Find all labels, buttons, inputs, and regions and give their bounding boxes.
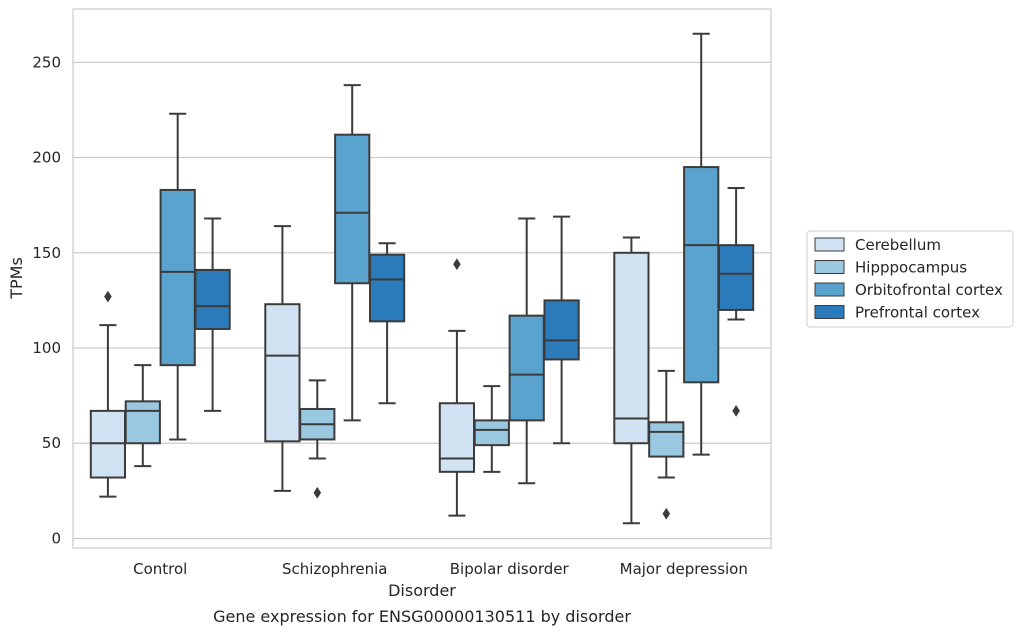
iqr-box [194, 268, 231, 330]
iqr-box [473, 419, 510, 447]
x-tick-label: Bipolar disorder [450, 560, 570, 578]
legend-swatch-hipppocampus [814, 260, 845, 274]
box-prefrontal-cortex [543, 215, 580, 445]
iqr-box [683, 166, 720, 384]
box-prefrontal-cortex [717, 187, 755, 417]
outlier-point [313, 486, 322, 499]
iqr-box [124, 400, 161, 445]
box-hipppocampus [299, 379, 336, 499]
iqr-box [508, 314, 545, 422]
box-prefrontal-cortex [194, 217, 231, 412]
box-cerebellum [613, 236, 650, 525]
legend: Cerebellum Hipppocampus Orbitofrontal cort… [806, 230, 1014, 328]
box-hipppocampus [473, 385, 510, 473]
box-orbitofrontal-cortex [334, 84, 371, 422]
x-tick-label: Major depression [620, 560, 748, 578]
outlier-point [732, 404, 740, 417]
legend-swatch-prefrontal-cortex [814, 305, 845, 319]
y-tick-label: 0 [51, 529, 61, 547]
box-cerebellum [264, 225, 301, 492]
box-cerebellum [89, 290, 127, 498]
box-orbitofrontal-cortex [159, 112, 196, 441]
x-axis-label: Disorder [388, 581, 456, 600]
box-prefrontal-cortex [368, 242, 406, 405]
legend-swatch-cerebellum [814, 237, 845, 252]
legend-swatch-orbitofrontal-cortex [814, 282, 845, 297]
legend-label-hipppocampus: Hipppocampus [855, 259, 967, 277]
outlier-point [662, 507, 671, 520]
iqr-box [613, 251, 650, 445]
outlier-point [453, 258, 461, 271]
iqr-box [334, 133, 371, 285]
box-cerebellum [438, 258, 476, 517]
outlier-point [104, 290, 112, 303]
legend-frame [806, 230, 1014, 328]
legend-label-prefrontal-cortex: Prefrontal cortex [855, 304, 980, 322]
y-tick-label: 50 [42, 434, 61, 452]
iqr-box [543, 299, 580, 361]
y-tick-label: 150 [32, 244, 61, 262]
iqr-box [438, 402, 476, 473]
iqr-box [159, 188, 196, 367]
x-tick-labels: Control Schizophrenia Bipolar disorder Majo… [133, 560, 748, 578]
plot-frame [72, 8, 772, 549]
iqr-box [717, 244, 755, 311]
y-tick-label: 100 [32, 339, 61, 357]
iqr-box [264, 303, 301, 443]
legend-label-cerebellum: Cerebellum [855, 236, 941, 254]
y-tick-labels: 0 50 100 150 200 250 [32, 53, 61, 547]
x-tick-label: Schizophrenia [282, 560, 387, 578]
box-orbitofrontal-cortex [508, 217, 545, 485]
box-orbitofrontal-cortex [683, 32, 720, 456]
y-tick-label: 200 [32, 149, 61, 167]
y-axis-label: TPMs [7, 257, 26, 300]
chart-caption: Gene expression for ENSG00000130511 by d… [213, 607, 631, 626]
box-hipppocampus [648, 369, 685, 520]
iqr-box [368, 253, 406, 323]
legend-label-orbitofrontal-cortex: Orbitofrontal cortex [855, 281, 1003, 299]
x-tick-label: Control [133, 560, 187, 578]
box-hipppocampus [124, 364, 161, 468]
box-layer [89, 32, 755, 525]
y-tick-label: 250 [32, 53, 61, 71]
iqr-box [648, 421, 685, 458]
